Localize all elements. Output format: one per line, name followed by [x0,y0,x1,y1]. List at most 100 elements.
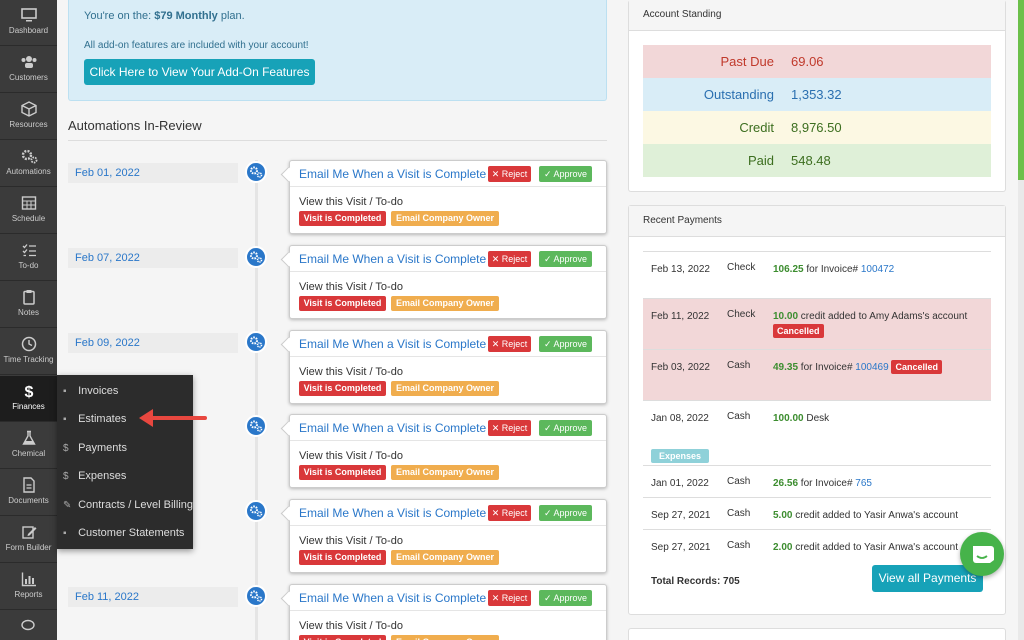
sidebar-item-label: Documents [8,496,49,505]
view-visit-link[interactable]: View this Visit / To-do [299,196,403,208]
view-visit-link[interactable]: View this Visit / To-do [299,620,403,632]
cancelled-badge: Cancelled [891,360,942,374]
flyout-item-label: Invoices [78,385,119,397]
card-header: Email Me When a Visit is Complete ✕ Rejec… [290,500,606,526]
invoice-link[interactable]: 100469 [855,362,889,373]
gears-icon [245,161,267,183]
reject-button[interactable]: ✕ Reject [488,505,531,521]
plan-banner: You're on the: $79 Monthly plan. All add… [68,0,607,101]
payment-date: Feb 03, 2022 [651,362,710,373]
sidebar-item-time-tracking[interactable]: Time Tracking [0,329,57,375]
page-scrollbar[interactable] [1018,0,1024,640]
timeline-line [255,160,258,640]
payment-description: 5.00 credit added to Yasir Anwa's accoun… [773,508,988,523]
payment-method: Cash [727,476,751,487]
payment-text: for Invoice# [803,264,861,275]
flyout-item-expenses[interactable]: $ Expenses [63,465,126,487]
standing-value: 548.48 [791,153,831,168]
reject-button[interactable]: ✕ Reject [488,420,531,436]
file-icon: ▪ [63,528,67,539]
next-panel [628,628,1006,640]
chat-launcher-button[interactable] [960,532,1004,576]
reject-button[interactable]: ✕ Reject [488,590,531,606]
payment-text: Desk [803,413,830,424]
payment-amount: 106.25 [773,264,804,275]
sidebar-item-documents[interactable]: Documents [0,470,57,516]
approve-button[interactable]: ✓ Approve [539,590,592,606]
payment-amount: 49.35 [773,362,799,373]
standing-label: Outstanding [703,87,774,102]
trigger-badge: Visit is Completed [299,550,386,565]
payment-description: 26.56 for Invoice# 765 [773,476,988,491]
approve-button[interactable]: ✓ Approve [539,251,592,267]
action-badge: Email Company Owner [391,296,499,311]
sidebar-item-schedule[interactable]: Schedule [0,188,57,234]
automation-title-link[interactable]: Email Me When a Visit is Complete [299,167,487,181]
view-visit-link[interactable]: View this Visit / To-do [299,450,403,462]
monitor-icon [20,8,37,22]
flyout-item-label: Contracts / Level Billing [78,499,194,511]
view-visit-link[interactable]: View this Visit / To-do [299,281,403,293]
sidebar-item-resources[interactable]: Resources [0,94,57,140]
view-visit-link[interactable]: View this Visit / To-do [299,535,403,547]
sidebar-item-automations[interactable]: Automations [0,141,57,187]
sidebar-item-chat[interactable] [0,611,57,640]
sidebar-item-customers[interactable]: Customers [0,47,57,93]
automation-title-link[interactable]: Email Me When a Visit is Complete [299,252,487,266]
sidebar-item-todo[interactable]: To-do [0,235,57,281]
card-header: Email Me When a Visit is Complete ✕ Rejec… [290,585,606,611]
automation-title-link[interactable]: Email Me When a Visit is Complete [299,506,487,520]
view-visit-link[interactable]: View this Visit / To-do [299,366,403,378]
automation-card: Email Me When a Visit is Complete ✕ Rejec… [289,330,607,404]
automation-title-link[interactable]: Email Me When a Visit is Complete [299,591,487,605]
flyout-item-customer-statements[interactable]: ▪ Customer Statements [63,522,184,544]
view-addons-button[interactable]: Click Here to View Your Add-On Features [84,59,315,85]
approve-button[interactable]: ✓ Approve [539,420,592,436]
plan-text: You're on the: $79 Monthly plan. [84,10,245,22]
sidebar-item-finances[interactable]: $ Finances [0,376,57,422]
document-icon [22,477,35,493]
automation-card: Email Me When a Visit is Complete ✕ Rejec… [289,499,607,573]
approve-button[interactable]: ✓ Approve [539,505,592,521]
sidebar-item-chemical[interactable]: Chemical [0,423,57,469]
calendar-icon [21,196,36,210]
action-badge: Email Company Owner [391,550,499,565]
card-header: Email Me When a Visit is Complete ✕ Rejec… [290,331,606,357]
invoice-link[interactable]: 100472 [860,264,895,275]
panel-heading: Account Standing [629,0,1005,31]
automation-title-link[interactable]: Email Me When a Visit is Complete [299,421,487,435]
approve-button[interactable]: ✓ Approve [539,336,592,352]
invoice-link[interactable]: 765 [855,478,872,489]
reject-button[interactable]: ✕ Reject [488,251,531,267]
payment-method: Cash [727,540,751,551]
sidebar-item-reports[interactable]: Reports [0,564,57,610]
plan-name: $79 Monthly [154,10,218,22]
sidebar-item-form-builder[interactable]: Form Builder [0,517,57,563]
sidebar-item-notes[interactable]: Notes [0,282,57,328]
payment-amount: 10.00 [773,311,799,322]
finances-flyout-menu: ▪ Invoices ▪ Estimates $ Payments $ Expe… [57,375,193,549]
standing-row: Past Due 69.06 [643,45,991,78]
cube-icon [20,101,37,117]
annotation-arrow-icon [139,409,207,427]
standing-row: Outstanding 1,353.32 [643,78,991,111]
dollar-icon: $ [24,384,33,400]
reject-button[interactable]: ✕ Reject [488,166,531,182]
view-all-payments-button[interactable]: View all Payments [872,565,983,592]
flyout-item-payments[interactable]: $ Payments [63,437,127,459]
approve-button[interactable]: ✓ Approve [539,166,592,182]
dollar-icon: $ [63,471,69,482]
reject-button[interactable]: ✕ Reject [488,336,531,352]
flyout-item-invoices[interactable]: ▪ Invoices [63,380,118,402]
sidebar-item-dashboard[interactable]: Dashboard [0,0,57,46]
expenses-badge: Expenses [651,449,710,463]
payment-amount: 5.00 [773,510,793,521]
payment-amount: 2.00 [773,542,793,553]
payment-amount: 100.00 [773,413,804,424]
sidebar-item-label: To-do [18,261,39,270]
scrollbar-thumb[interactable] [1018,0,1024,180]
payment-description: 106.25 for Invoice# 100472 [773,262,988,277]
flyout-item-estimates[interactable]: ▪ Estimates [63,408,126,430]
flyout-item-contracts[interactable]: ✎ Contracts / Level Billing [63,494,193,516]
automation-title-link[interactable]: Email Me When a Visit is Complete [299,337,487,351]
